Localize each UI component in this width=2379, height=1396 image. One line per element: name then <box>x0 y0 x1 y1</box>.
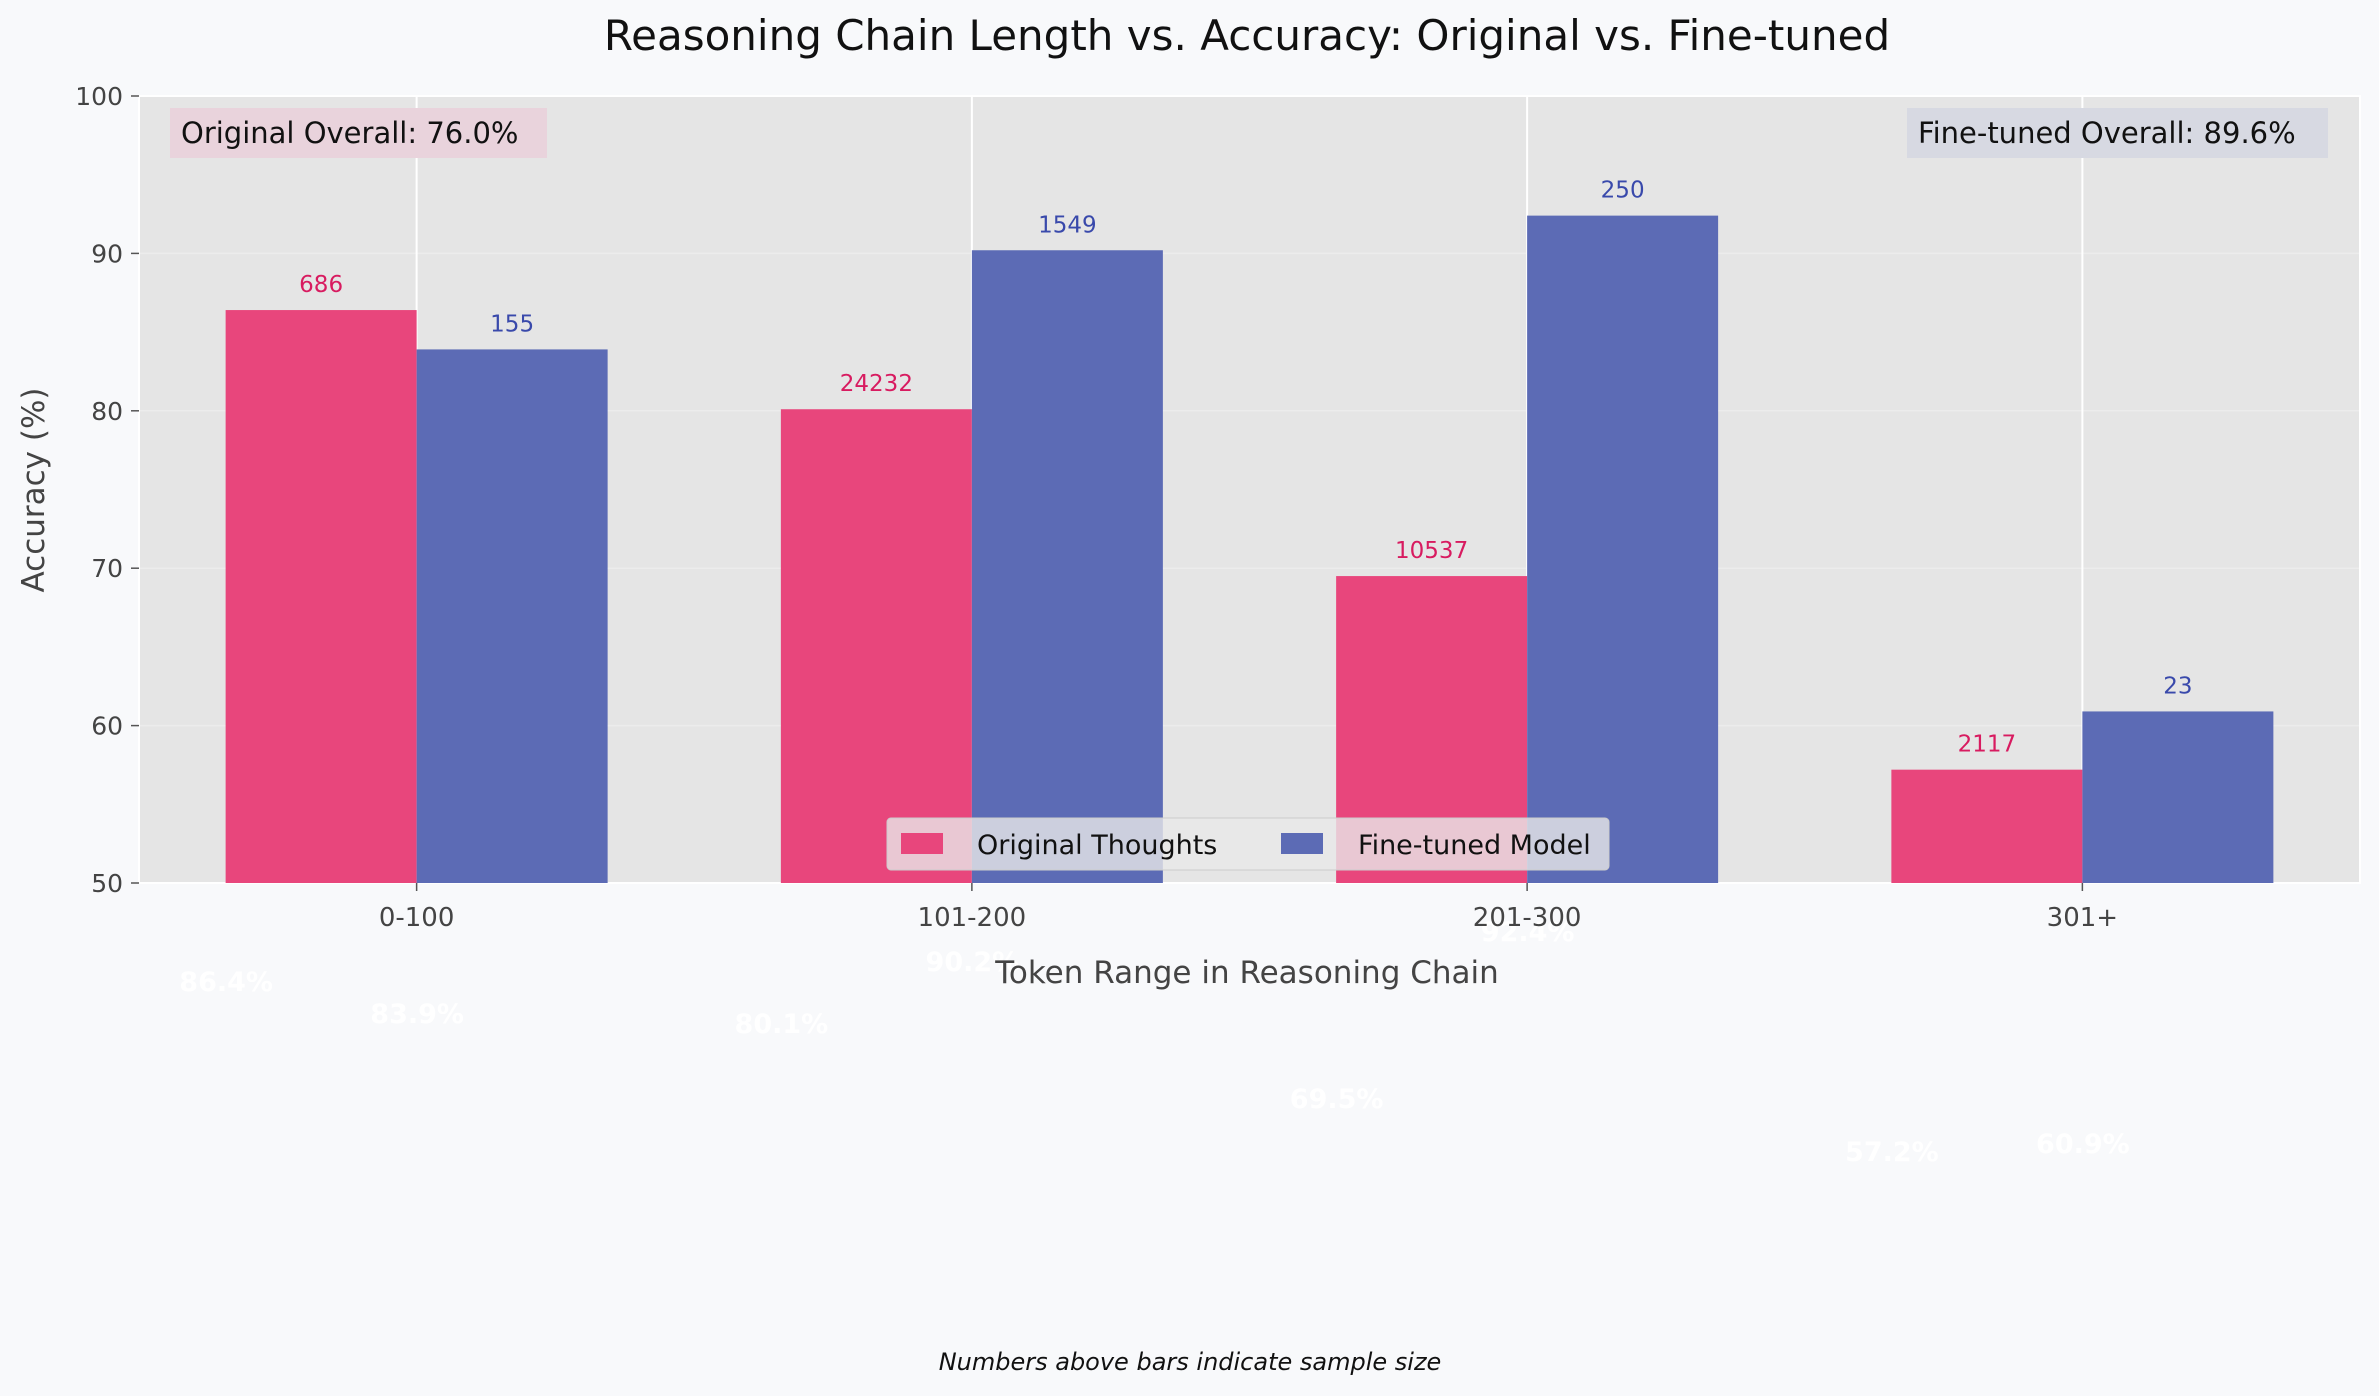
x-axis: 0-100 101-200 201-300 301+ <box>379 883 2118 933</box>
legend-label-finetuned: Fine-tuned Model <box>1358 830 1591 861</box>
bar-original-1 <box>780 409 972 883</box>
x-tick-label: 0-100 <box>379 903 455 933</box>
x-axis-label: Token Range in Reasoning Chain <box>994 955 1499 991</box>
legend-box <box>886 817 1610 871</box>
finetuned-overall-annotation: Fine-tuned Overall: 89.6% <box>1907 108 2328 158</box>
value-label: 80.1% <box>735 1009 829 1040</box>
legend-label-original: Original Thoughts <box>977 830 1217 861</box>
value-label: 90.2% <box>926 947 1020 978</box>
x-tick-label: 301+ <box>2047 903 2118 933</box>
footnote: Numbers above bars indicate sample size <box>939 1348 1442 1376</box>
legend-swatch-original <box>901 833 943 854</box>
bar-original-3 <box>1891 769 2083 883</box>
chart-title: Reasoning Chain Length vs. Accuracy: Ori… <box>604 11 1890 60</box>
sample-size-label: 23 <box>2163 673 2192 699</box>
sample-size-label: 250 <box>1601 178 1645 204</box>
y-tick-label: 50 <box>91 869 123 898</box>
sample-size-label: 155 <box>490 311 534 337</box>
value-label: 60.9% <box>2036 1129 2130 1160</box>
bar-original-0 <box>225 310 417 884</box>
value-label: 83.9% <box>370 999 464 1030</box>
plot-frame <box>138 95 2361 884</box>
sample-size-label: 10537 <box>1395 538 1468 564</box>
y-tick-label: 70 <box>91 554 123 583</box>
sample-size-label: 2117 <box>1958 732 2017 758</box>
y-tick-label: 90 <box>91 239 123 268</box>
bar-finetuned-1 <box>971 250 1163 883</box>
original-overall-annotation: Original Overall: 76.0% <box>170 108 547 158</box>
bar-finetuned-2 <box>1527 215 1719 883</box>
y-axis-label: Accuracy (%) <box>16 387 52 592</box>
svg-text:Original Overall: 76.0%: Original Overall: 76.0% <box>181 116 518 150</box>
x-tick-label: 201-300 <box>1473 903 1582 933</box>
value-label: 92.4% <box>1481 917 1575 948</box>
y-tick-label: 100 <box>75 82 123 111</box>
y-tick-label: 80 <box>91 397 123 426</box>
x-tick-label: 101-200 <box>918 903 1027 933</box>
sample-size-label: 24232 <box>840 371 913 397</box>
legend-swatch-finetuned <box>1281 833 1323 854</box>
bar-finetuned-0 <box>416 349 608 883</box>
value-label: 57.2% <box>1845 1137 1939 1168</box>
sample-size-label: 686 <box>299 272 343 298</box>
svg-text:Fine-tuned Overall: 89.6%: Fine-tuned Overall: 89.6% <box>1918 116 2296 150</box>
legend: Original Thoughts Fine-tuned Model <box>886 817 1610 871</box>
y-tick-label: 60 <box>91 712 123 741</box>
value-label: 69.5% <box>1290 1084 1384 1115</box>
bar-finetuned-3 <box>2082 711 2274 883</box>
sample-size-label: 1549 <box>1038 212 1097 238</box>
y-axis: 50 60 70 80 90 100 <box>75 82 139 898</box>
value-label: 86.4% <box>179 967 273 998</box>
